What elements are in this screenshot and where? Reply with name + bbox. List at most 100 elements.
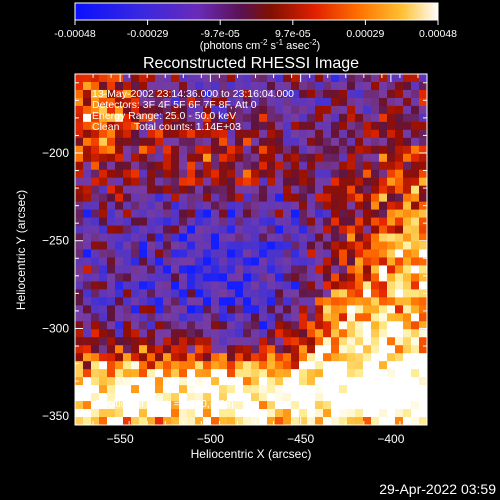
heatmap-cell bbox=[243, 217, 252, 227]
heatmap-cell bbox=[107, 201, 116, 211]
heatmap-cell bbox=[371, 193, 380, 203]
heatmap-cell bbox=[227, 113, 236, 123]
heatmap-cell bbox=[83, 337, 92, 346]
heatmap-cell bbox=[275, 281, 284, 290]
heatmap-cell bbox=[419, 281, 427, 290]
heatmap-cell bbox=[323, 105, 332, 115]
heatmap-cell bbox=[83, 129, 92, 139]
heatmap-cell bbox=[163, 417, 172, 425]
heatmap-cell bbox=[379, 105, 388, 115]
heatmap-cell bbox=[219, 185, 228, 195]
heatmap-cell bbox=[115, 169, 124, 179]
heatmap-cell bbox=[163, 369, 172, 378]
heatmap-cell bbox=[203, 265, 212, 275]
heatmap-cell bbox=[147, 233, 156, 243]
heatmap-cell bbox=[147, 417, 156, 425]
heatmap-cell bbox=[283, 305, 292, 314]
heatmap-cell bbox=[131, 137, 140, 147]
heatmap-cell bbox=[283, 289, 292, 298]
heatmap-cell bbox=[195, 257, 204, 267]
heatmap-cell bbox=[235, 177, 244, 187]
heatmap-cell bbox=[339, 321, 348, 330]
heatmap-cell bbox=[363, 289, 372, 298]
heatmap-cell bbox=[323, 201, 332, 211]
heatmap-cell bbox=[75, 233, 84, 243]
heatmap-cell bbox=[75, 321, 84, 330]
heatmap-cell bbox=[283, 257, 292, 267]
heatmap-cell bbox=[203, 297, 212, 306]
heatmap-cell bbox=[283, 89, 292, 99]
heatmap-cell bbox=[259, 377, 268, 386]
heatmap-cell bbox=[331, 74, 340, 83]
heatmap-cell bbox=[387, 209, 396, 219]
heatmap-cell bbox=[379, 321, 388, 330]
heatmap-cell bbox=[75, 169, 84, 179]
heatmap-cell bbox=[147, 113, 156, 123]
heatmap-cell bbox=[123, 417, 132, 425]
heatmap-cell bbox=[211, 89, 220, 99]
plot-frame bbox=[74, 73, 428, 426]
heatmap-cell bbox=[283, 249, 292, 259]
heatmap-cell bbox=[291, 153, 300, 163]
heatmap-cell bbox=[371, 113, 380, 123]
heatmap-cell bbox=[379, 401, 388, 410]
heatmap-cell bbox=[299, 81, 308, 91]
heatmap-cell bbox=[75, 209, 84, 219]
heatmap-cell bbox=[315, 81, 324, 91]
heatmap-cell bbox=[91, 409, 100, 418]
heatmap-cell bbox=[379, 185, 388, 195]
heatmap-cell bbox=[355, 385, 364, 394]
heatmap-cell bbox=[339, 113, 348, 123]
heatmap-cell bbox=[275, 361, 284, 370]
heatmap-cell bbox=[315, 273, 324, 283]
heatmap-cell bbox=[267, 81, 276, 91]
heatmap-cell bbox=[419, 353, 427, 362]
heatmap-cell bbox=[91, 377, 100, 386]
heatmap-cell bbox=[187, 121, 196, 131]
heatmap-cell bbox=[243, 297, 252, 306]
heatmap-cell bbox=[419, 121, 427, 131]
heatmap-cell bbox=[355, 89, 364, 99]
heatmap-cell bbox=[347, 337, 356, 346]
heatmap-cell bbox=[259, 265, 268, 275]
heatmap-cell bbox=[315, 89, 324, 99]
heatmap-cell bbox=[315, 161, 324, 171]
heatmap-cell bbox=[115, 105, 124, 115]
heatmap-cell bbox=[355, 257, 364, 267]
heatmap-cell bbox=[379, 161, 388, 171]
heatmap-cell bbox=[139, 129, 148, 139]
heatmap-cell bbox=[179, 177, 188, 187]
heatmap-cell bbox=[355, 129, 364, 139]
heatmap-cell bbox=[283, 233, 292, 243]
heatmap-cell bbox=[387, 97, 396, 107]
heatmap-cell bbox=[179, 393, 188, 402]
heatmap-cell bbox=[331, 217, 340, 227]
heatmap-cell bbox=[115, 81, 124, 91]
heatmap-cell bbox=[235, 97, 244, 107]
heatmap-cell bbox=[147, 273, 156, 283]
heatmap-cell bbox=[99, 225, 108, 235]
heatmap-cell bbox=[323, 153, 332, 163]
heatmap-cell bbox=[91, 273, 100, 283]
heatmap-cell bbox=[291, 145, 300, 155]
heatmap-cell bbox=[75, 193, 84, 203]
heatmap-cell bbox=[187, 257, 196, 267]
heatmap-cell bbox=[371, 177, 380, 187]
heatmap-cell bbox=[227, 177, 236, 187]
heatmap-cell bbox=[395, 297, 404, 306]
y-tick-label: −250 bbox=[42, 234, 69, 248]
heatmap-cell bbox=[251, 265, 260, 275]
heatmap-cell bbox=[171, 129, 180, 139]
heatmap-cell bbox=[363, 377, 372, 386]
heatmap-cell bbox=[403, 137, 412, 147]
heatmap-cell bbox=[395, 313, 404, 322]
heatmap-cell bbox=[91, 321, 100, 330]
heatmap-cell bbox=[155, 361, 164, 370]
heatmap-cell bbox=[411, 305, 420, 314]
heatmap-cell bbox=[395, 185, 404, 195]
heatmap-cell bbox=[211, 289, 220, 298]
heatmap-cell bbox=[283, 121, 292, 131]
heatmap-cell bbox=[179, 129, 188, 139]
heatmap-cell bbox=[355, 321, 364, 330]
